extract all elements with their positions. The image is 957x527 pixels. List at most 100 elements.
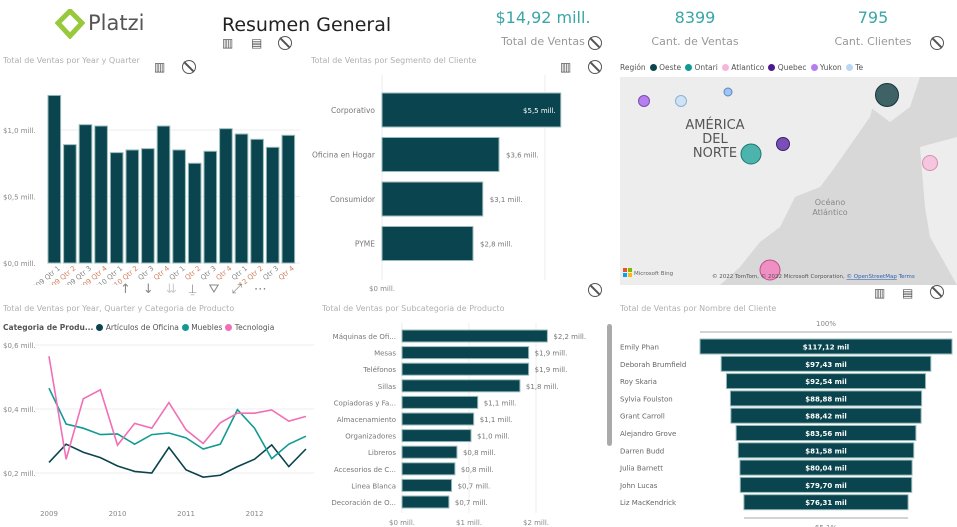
data-label: $1,8 mill. [526, 383, 559, 391]
y-tick-label: $0,0 mill. [3, 260, 36, 268]
data-label: $83,56 mil [805, 430, 847, 438]
legend-item[interactable]: Muebles [181, 323, 222, 332]
map-bubble-oeste[interactable] [875, 83, 899, 107]
bar [234, 133, 249, 264]
expand-hierarchy-icon[interactable]: ⍊ [188, 282, 197, 297]
y-tick-label: $1,0 mill. [3, 127, 36, 135]
bar [401, 495, 450, 509]
data-label: $1,1 mill. [480, 416, 513, 424]
bar [401, 478, 453, 492]
legend-label: Oeste [659, 63, 682, 72]
map-bubble-yukon[interactable] [638, 95, 650, 107]
legend-item[interactable]: Quebec [768, 63, 807, 72]
expand-next-level-icon[interactable]: ⇊ [165, 282, 177, 297]
x-tick-label: Qtr 4 [277, 264, 296, 282]
quarter-bar-chart: $0,0 mill.$0,5 mill.$1,0 mill.2009 Qtr 1… [3, 94, 300, 285]
legend-item[interactable]: Artículos de Oficina [96, 323, 179, 332]
kpi-cant-ventas-value: 8399 [674, 8, 716, 27]
no-interaction-icon[interactable] [588, 283, 602, 297]
drill-icon[interactable]: ▥ [154, 60, 166, 74]
legend-dot-icon [225, 324, 233, 331]
kpi-cant-ventas-label: Cant. de Ventas [651, 35, 739, 48]
chart-title: Total de Ventas por Year y Quarter [3, 56, 140, 65]
bar [141, 148, 155, 264]
bar [401, 412, 475, 426]
y-tick-label: $0,4 mill. [3, 406, 36, 414]
map-bubble-quebec[interactable] [776, 137, 790, 151]
data-label: $117,12 mil [803, 344, 849, 352]
legend-item[interactable]: Yukon [810, 63, 842, 72]
no-interaction-icon[interactable] [182, 60, 196, 74]
drill-icon[interactable]: ▤ [902, 286, 914, 300]
no-interaction-icon[interactable] [930, 36, 944, 50]
data-label: $92,54 mil [805, 378, 847, 386]
scrollbar[interactable] [607, 324, 612, 446]
x-tick-label: 2010 [109, 510, 127, 518]
legend-label: Yukon [819, 63, 842, 72]
legend-item[interactable]: Ontari [685, 63, 718, 72]
x-tick-label: $0 mill. [369, 285, 395, 293]
no-interaction-icon[interactable] [588, 60, 602, 74]
map-bubble-atlantico[interactable] [922, 155, 938, 171]
bar [203, 150, 218, 264]
legend-item[interactable]: Te [845, 63, 863, 72]
drill-icon[interactable]: ▤ [251, 36, 263, 50]
x-tick-label: Qtr 3 [199, 264, 218, 282]
no-interaction-icon[interactable] [588, 36, 602, 50]
legend-item[interactable]: Tecnologia [225, 323, 274, 332]
data-label: $80,04 mil [805, 465, 847, 473]
funnel-bar [735, 425, 917, 441]
y-tick-label: Organizadores [345, 433, 396, 441]
bar [63, 144, 77, 264]
category-label: Roy Skaria [620, 378, 657, 386]
bar [381, 137, 500, 172]
filter-icon[interactable]: ⛛ [208, 282, 220, 297]
line-legend: Categoria de Produ... Artículos de Ofici… [3, 323, 274, 332]
more-options-icon[interactable]: ⋯ [253, 282, 267, 297]
kpi-total-ventas-label: Total de Ventas [501, 35, 585, 48]
funnel-bar [739, 459, 913, 476]
data-label: $1,0 mill. [477, 433, 510, 441]
legend-item[interactable]: Oeste [649, 63, 682, 72]
category-line-chart: $0,2 mill. $0,4 mill. $0,6 mill. 2009 2010 20… [3, 342, 314, 518]
legend-item[interactable]: Atlantico [721, 63, 764, 72]
x-tick-label: $2 mill. [523, 519, 549, 527]
drill-icon[interactable]: ▥ [222, 36, 234, 50]
drill-down-icon[interactable]: ↓ [142, 282, 154, 297]
map-visual[interactable]: AMÉRICA DEL NORTE Océano Atlántico Microsof… [620, 77, 957, 285]
data-label: $88,42 mil [805, 413, 847, 421]
legend-dot-icon [845, 64, 853, 71]
map-bubble-ontario[interactable] [740, 143, 762, 165]
no-interaction-icon[interactable] [278, 36, 292, 50]
bar [281, 134, 296, 264]
x-tick-label: Qtr 1 [168, 264, 187, 282]
y-tick-label: $0,6 mill. [3, 342, 36, 350]
legend-label: Tecnologia [234, 323, 275, 332]
legend-dot-icon [810, 64, 818, 71]
x-tick-label: $0 mill. [389, 519, 415, 527]
no-interaction-icon[interactable] [930, 285, 944, 299]
subcategory-bar-chart: $0 mill. $1 mill. $2 mill. Máquinas de Ofi.… [331, 323, 586, 527]
category-label: Alejandro Grove [620, 430, 676, 438]
x-tick-label: Qtr 4 [152, 264, 171, 282]
drill-icon[interactable]: ▥ [874, 286, 886, 300]
series-line [48, 443, 307, 478]
bar [401, 429, 472, 443]
data-label: $97,43 mil [805, 361, 847, 369]
data-label: $1,9 mill. [535, 350, 568, 358]
drill-up-icon[interactable]: ↑ [120, 282, 131, 297]
map-bubble[interactable] [723, 87, 733, 97]
drill-icon[interactable]: ▥ [560, 60, 572, 74]
data-label: $1,9 mill. [535, 366, 568, 374]
y-tick-label: Decoración de O... [331, 499, 396, 507]
bar [125, 149, 140, 264]
funnel-bar [730, 407, 922, 424]
map-bubble[interactable] [759, 259, 781, 281]
category-label: Deborah Brumfield [620, 361, 686, 369]
focus-mode-icon[interactable]: ⤢ [231, 282, 242, 297]
data-label: $3,1 mill. [490, 196, 523, 204]
x-tick-label: 2009 [40, 510, 58, 518]
map-bubble-te[interactable] [675, 95, 687, 107]
funnel-bar [720, 355, 932, 372]
legend-label: Artículos de Oficina [105, 323, 179, 332]
